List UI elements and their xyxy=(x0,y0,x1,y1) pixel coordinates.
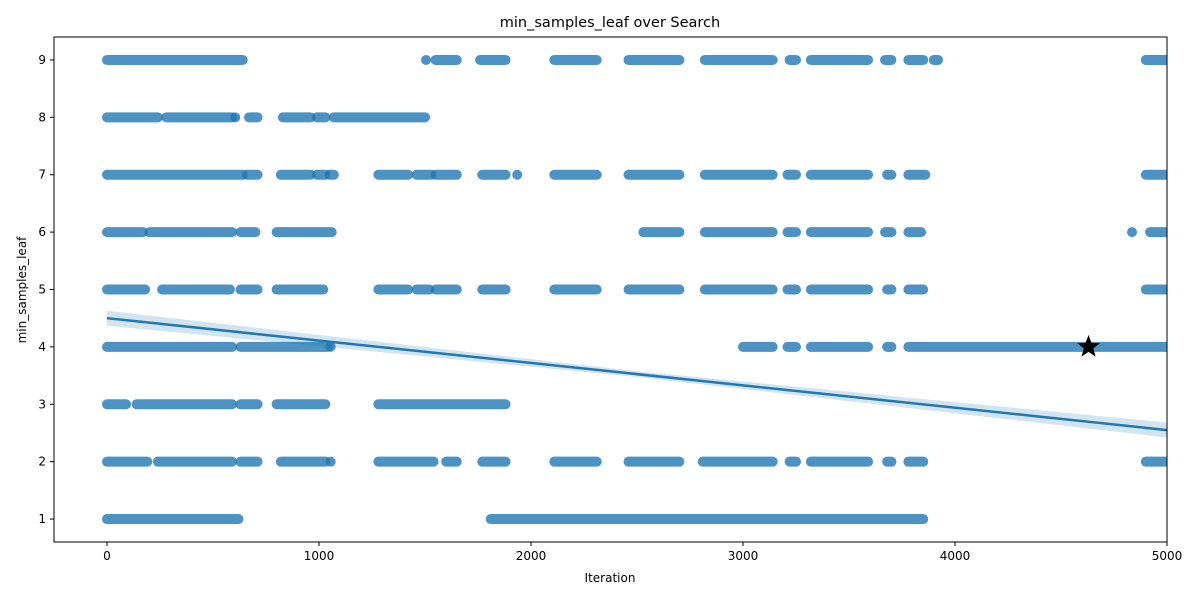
best-star-marker xyxy=(1077,334,1100,357)
x-tick-label: 3000 xyxy=(728,549,759,563)
y-tick-label: 5 xyxy=(38,283,46,297)
scatter-point xyxy=(1127,227,1138,238)
scatter-row-6 xyxy=(102,227,1167,238)
y-tick-label: 6 xyxy=(38,225,46,239)
chart-title: min_samples_leaf over Search xyxy=(500,15,720,31)
scatter-row-9 xyxy=(102,54,1167,65)
scatter-point xyxy=(421,54,432,65)
y-tick-label: 1 xyxy=(38,512,46,526)
x-axis-ticks: 0 1000 2000 3000 4000 5000 xyxy=(103,542,1182,563)
scatter-point xyxy=(512,169,523,180)
y-axis-ticks: 1 2 3 4 5 6 7 8 9 xyxy=(38,53,54,526)
scatter-point xyxy=(325,341,336,352)
y-tick-label: 7 xyxy=(38,168,46,182)
scatter-points xyxy=(102,54,1167,525)
x-axis-label: Iteration xyxy=(585,571,636,585)
scatter-row-4 xyxy=(102,341,1167,352)
y-tick-label: 9 xyxy=(38,53,46,67)
y-tick-label: 3 xyxy=(38,397,46,411)
x-tick-label: 5000 xyxy=(1152,549,1183,563)
x-tick-label: 4000 xyxy=(940,549,971,563)
scatter-point xyxy=(230,112,241,123)
y-tick-label: 2 xyxy=(38,455,46,469)
best-point-marker xyxy=(1077,334,1100,357)
x-tick-label: 0 xyxy=(103,549,111,563)
y-axis-label: min_samples_leaf xyxy=(15,236,29,344)
x-tick-label: 1000 xyxy=(304,549,335,563)
y-tick-label: 4 xyxy=(38,340,46,354)
scatter-row-2 xyxy=(102,456,1167,467)
scatter-point xyxy=(325,456,336,467)
regression-fit xyxy=(106,310,1167,438)
x-tick-label: 2000 xyxy=(516,549,547,563)
scatter-row-8 xyxy=(102,112,430,123)
regression-line xyxy=(106,316,1167,432)
y-tick-label: 8 xyxy=(38,110,46,124)
scatter-row-7 xyxy=(102,169,1167,180)
